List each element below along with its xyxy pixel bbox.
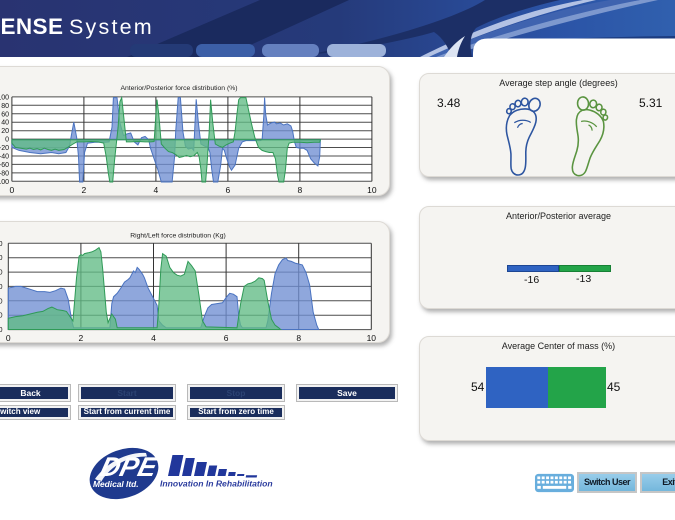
svg-text:0: 0 — [0, 270, 3, 277]
svg-text:DPE: DPE — [97, 451, 161, 482]
svg-text:0: 0 — [0, 298, 3, 305]
svg-text:ENSE: ENSE — [1, 14, 64, 39]
svg-text:Innovation In Rehabilitation: Innovation In Rehabilitation — [160, 479, 273, 489]
svg-text:20: 20 — [1, 128, 9, 135]
svg-text:0: 0 — [0, 255, 3, 262]
svg-text:0: 0 — [6, 333, 11, 343]
svg-text:60: 60 — [1, 111, 9, 118]
svg-text:6: 6 — [224, 333, 229, 343]
svg-text:0: 0 — [10, 185, 15, 195]
svg-text:-100: -100 — [0, 179, 9, 186]
svg-text:-20: -20 — [0, 145, 9, 152]
svg-text:80: 80 — [1, 103, 9, 110]
svg-text:10: 10 — [367, 333, 377, 343]
svg-text:2: 2 — [79, 333, 84, 343]
svg-text:0: 0 — [5, 137, 9, 144]
svg-text:2: 2 — [82, 185, 87, 195]
svg-text:0: 0 — [0, 284, 3, 291]
svg-text:0: 0 — [0, 313, 3, 320]
svg-text:100: 100 — [0, 94, 9, 101]
svg-text:10: 10 — [367, 185, 377, 195]
svg-text:Medical ltd.: Medical ltd. — [93, 479, 139, 489]
svg-text:8: 8 — [298, 185, 303, 195]
svg-text:0: 0 — [0, 241, 3, 248]
svg-text:4: 4 — [154, 185, 159, 195]
svg-text:System: System — [69, 15, 154, 39]
svg-text:6: 6 — [226, 185, 231, 195]
svg-text:Anterior/Posterior force distr: Anterior/Posterior force distribution (%… — [120, 85, 237, 92]
svg-text:8: 8 — [296, 333, 301, 343]
svg-text:40: 40 — [1, 120, 9, 127]
svg-text:Right/Left force distribution: Right/Left force distribution (Kg) — [130, 233, 226, 240]
svg-text:4: 4 — [151, 333, 156, 343]
svg-text:-40: -40 — [0, 154, 9, 161]
svg-text:0: 0 — [0, 327, 3, 334]
svg-text:-80: -80 — [0, 170, 9, 177]
svg-text:-60: -60 — [0, 162, 9, 169]
